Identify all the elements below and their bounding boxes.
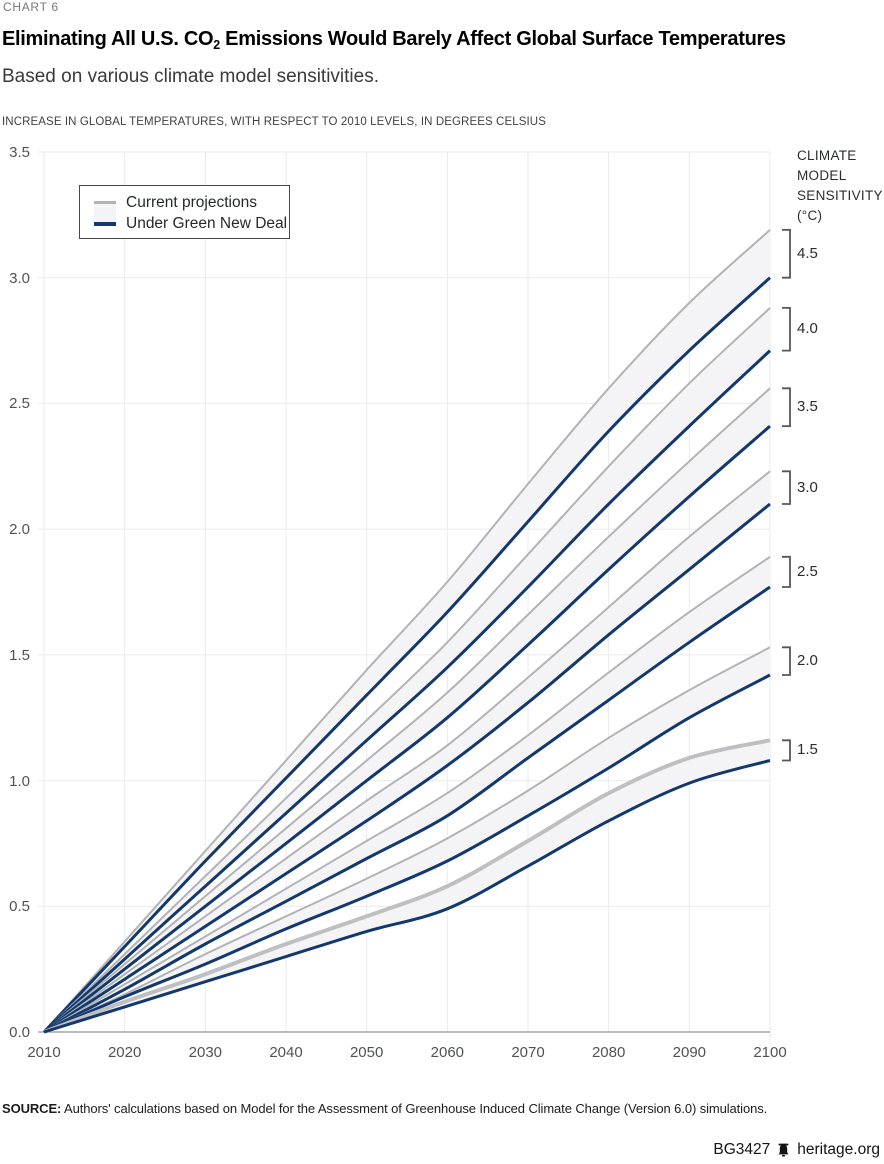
bracket-3.5 (782, 387, 791, 427)
y-tick-label-2.5: 2.5 (9, 395, 30, 413)
x-tick-label-2080: 2080 (591, 1044, 626, 1061)
bracket-4.5 (782, 229, 791, 279)
right-axis-title: CLIMATE MODEL SENSITIVITY (°C) (797, 146, 883, 226)
y-tick-label-1.5: 1.5 (9, 646, 30, 664)
line-current-3.0 (43, 470, 771, 1033)
sensitivity-label-4.5: 4.5 (797, 244, 818, 262)
y-axis-unit-note: INCREASE IN GLOBAL TEMPERATURES, WITH RE… (2, 116, 546, 128)
legend-swatch-green-new-deal (94, 222, 116, 226)
chart-title: Eliminating All U.S. CO2 Emissions Would… (2, 28, 786, 52)
y-tick-label-3.5: 3.5 (9, 144, 30, 161)
line-current-4.0 (43, 307, 771, 1033)
footer: BG3427 heritage.org (713, 1141, 880, 1159)
line-green-new-deal-3.0 (43, 502, 771, 1034)
chart-title-subscript: 2 (213, 38, 220, 52)
line-current-4.5 (43, 229, 771, 1033)
sensitivity-label-3.0: 3.0 (797, 478, 818, 496)
bracket-1.5 (782, 739, 791, 762)
right-axis-title-line-3: SENSITIVITY (797, 188, 883, 203)
bracket-3.0 (782, 470, 791, 505)
band-4.5 (44, 229, 770, 1032)
x-tick-label-2030: 2030 (188, 1044, 223, 1061)
bracket-4.0 (782, 307, 791, 352)
right-axis-title-line-2: MODEL (797, 168, 847, 183)
legend-box: Current projections Under Green New Deal (79, 185, 290, 239)
sensitivity-label-2.0: 2.0 (797, 652, 818, 670)
line-current-2.0 (43, 646, 771, 1033)
y-tick-label-2.0: 2.0 (9, 521, 30, 539)
source-note: SOURCE: Authors' calculations based on M… (2, 1101, 767, 1116)
chart-number-label: CHART 6 (3, 0, 59, 14)
bracket-2.0 (782, 646, 791, 676)
legend-band-chip (94, 204, 116, 223)
y-tick-label-3.0: 3.0 (9, 269, 30, 287)
source-text: Authors' calculations based on Model for… (61, 1101, 768, 1116)
right-axis-title-line-1: CLIMATE (797, 148, 857, 163)
right-axis-title-line-4: (°C) (797, 208, 823, 223)
y-tick-label-0.5: 0.5 (9, 898, 30, 916)
sensitivity-label-1.5: 1.5 (797, 741, 818, 759)
chart-title-text-2: Emissions Would Barely Affect Global Sur… (219, 28, 786, 50)
line-green-new-deal-2.5 (43, 585, 771, 1034)
site-url: heritage.org (797, 1141, 880, 1158)
sensitivity-label-2.5: 2.5 (797, 562, 818, 580)
chart-title-text: Eliminating All U.S. CO (2, 28, 214, 50)
band-1.5 (44, 740, 770, 1032)
band-4.0 (44, 307, 770, 1032)
line-green-new-deal-4.0 (42, 349, 772, 1034)
liberty-bell-icon (778, 1143, 790, 1157)
sensitivity-label-3.5: 3.5 (797, 398, 818, 416)
x-tick-label-2070: 2070 (511, 1044, 545, 1061)
x-tick-label-2060: 2060 (430, 1044, 465, 1061)
sensitivity-label-4.0: 4.0 (797, 320, 818, 338)
bracket-2.5 (782, 555, 791, 588)
x-tick-label-2100: 2100 (753, 1044, 787, 1061)
line-current-1.5 (43, 738, 771, 1034)
sensitivity-brackets (782, 229, 791, 762)
x-tick-label-2020: 2020 (107, 1044, 142, 1061)
line-green-new-deal-3.5 (43, 424, 771, 1034)
x-tick-label-2040: 2040 (269, 1044, 303, 1061)
x-tick-label-2090: 2090 (672, 1044, 707, 1061)
legend-swatch-current-projections (94, 201, 116, 204)
x-tick-label-2050: 2050 (349, 1044, 384, 1061)
line-current-3.5 (43, 387, 771, 1033)
line-green-new-deal-1.5 (43, 759, 771, 1034)
y-tick-label-1.0: 1.0 (9, 772, 30, 790)
line-current-2.5 (43, 555, 771, 1033)
line-green-new-deal-4.5 (42, 276, 772, 1034)
x-tick-label-2010: 2010 (27, 1044, 61, 1061)
chart-subtitle: Based on various climate model sensitivi… (2, 66, 380, 87)
source-label: SOURCE: (2, 1101, 62, 1116)
document-id: BG3427 (713, 1141, 771, 1158)
projection-curves (42, 229, 772, 1034)
legend-label-green-new-deal: Under Green New Deal (126, 215, 288, 232)
line-green-new-deal-2.0 (43, 673, 771, 1034)
y-tick-label-0.0: 0.0 (9, 1024, 30, 1041)
legend-label-current-projections: Current projections (126, 194, 257, 211)
projection-bands (44, 229, 770, 1032)
